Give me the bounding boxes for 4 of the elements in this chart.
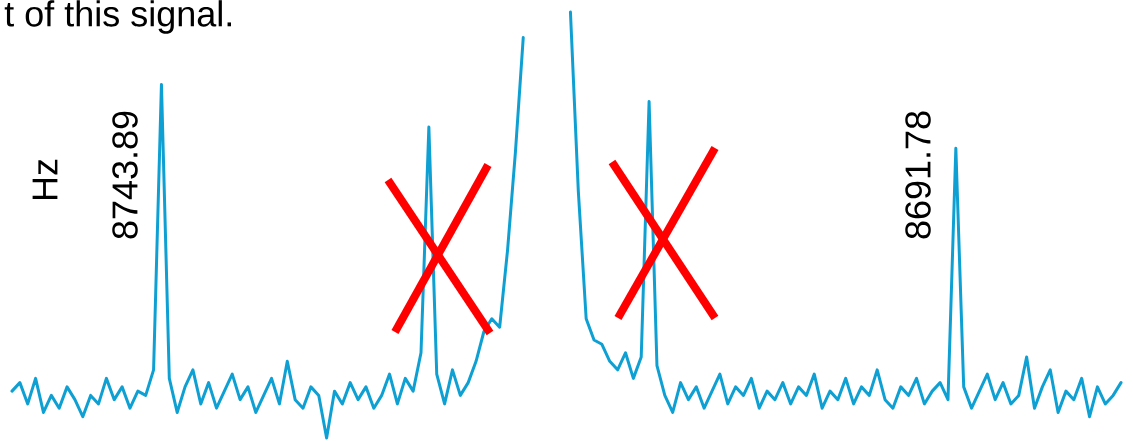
- annotation: Hz: [32, 159, 58, 200]
- annotation: t of this signal.: [4, 0, 231, 34]
- annotation: 8743.89: [112, 111, 138, 239]
- annotation: 8691.78: [905, 111, 931, 239]
